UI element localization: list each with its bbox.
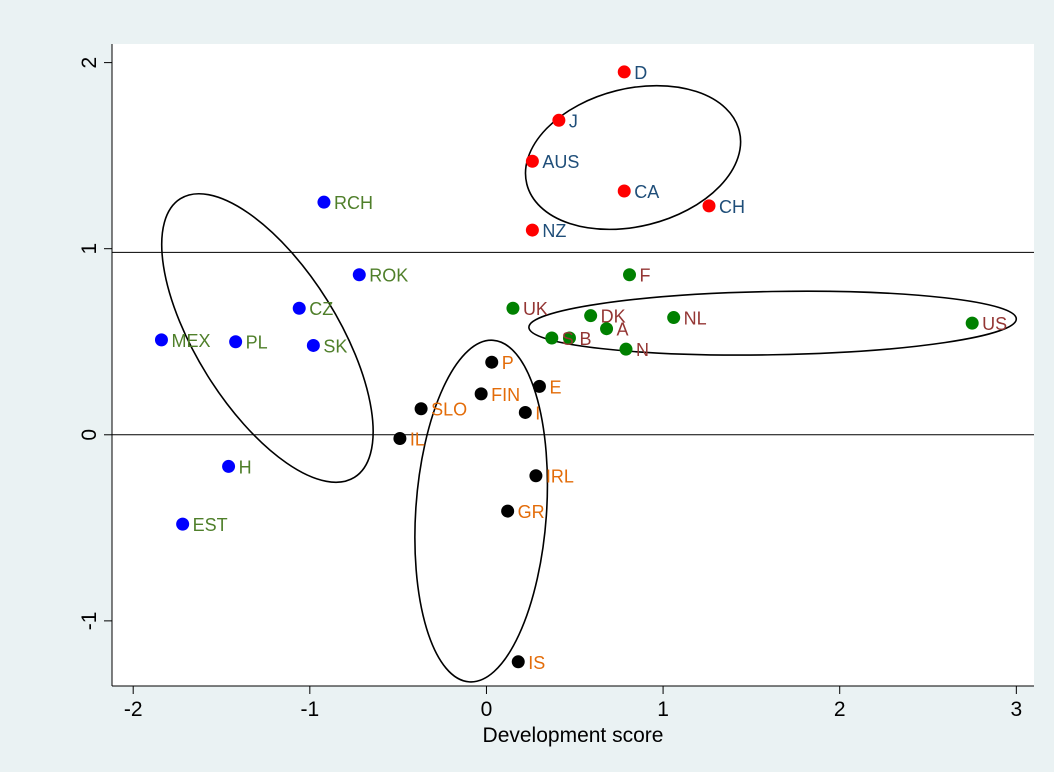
- point-marker-aus: [525, 154, 539, 168]
- x-axis-ticks: -2 -1 0 1 2 3: [124, 686, 1022, 721]
- point-marker-e: [532, 379, 546, 393]
- y-tick-label: 1: [78, 243, 101, 255]
- point-label-nl: NL: [684, 309, 707, 329]
- point-marker-il: [393, 432, 407, 446]
- y-axis-ticks: -1 0 1 2: [78, 57, 112, 630]
- point-label-fin: FIN: [491, 385, 520, 405]
- point-marker-f: [623, 268, 637, 282]
- point-label-cz: CZ: [309, 299, 333, 319]
- cluster-ellipse-2: [528, 290, 1018, 356]
- x-axis-title: Development score: [483, 724, 664, 747]
- cluster-ellipses: [160, 84, 1018, 683]
- point-label-n: N: [636, 340, 649, 360]
- point-label-irl: IRL: [546, 467, 574, 487]
- point-marker-us: [965, 316, 979, 330]
- point-label-rch: RCH: [334, 193, 373, 213]
- point-marker-s: [545, 331, 559, 345]
- point-label-sk: SK: [323, 336, 347, 356]
- point-label-f: F: [640, 266, 651, 286]
- point-label-aus: AUS: [542, 152, 579, 172]
- point-label-is: IS: [528, 653, 545, 673]
- point-label-ca: CA: [634, 182, 659, 202]
- cluster-ellipse-1: [160, 192, 374, 484]
- point-marker-mex: [154, 333, 168, 347]
- point-label-dk: DK: [601, 307, 626, 327]
- point-label-h: H: [239, 457, 252, 477]
- point-label-slo: SLO: [431, 400, 467, 420]
- point-marker-uk: [506, 301, 520, 315]
- point-label-pl: PL: [246, 333, 268, 353]
- plot-area-background: [112, 44, 1034, 686]
- x-tick-label: -2: [124, 698, 143, 721]
- point-marker-nz: [525, 223, 539, 237]
- point-label-nz: NZ: [542, 221, 566, 241]
- point-marker-nl: [667, 311, 681, 325]
- point-marker-dk: [584, 309, 598, 323]
- x-tick-label: 1: [657, 698, 669, 721]
- point-label-s: S: [562, 329, 574, 349]
- point-marker-est: [176, 517, 190, 531]
- point-label-a: A: [617, 320, 629, 340]
- point-marker-ca: [617, 184, 631, 198]
- point-marker-pl: [229, 335, 243, 349]
- point-marker-d: [617, 65, 631, 79]
- point-marker-j: [552, 113, 566, 127]
- point-label-e: E: [549, 377, 561, 397]
- data-points: D J AUS CA CH NZ RCH ROK CZ MEX PL SK H EST F UK DK NL US A…: [154, 63, 1007, 673]
- point-label-b: B: [579, 329, 591, 349]
- cluster-ellipse-3: [414, 339, 549, 683]
- point-marker-n: [619, 342, 633, 356]
- point-label-gr: GR: [518, 502, 545, 522]
- point-label-p: P: [502, 353, 514, 373]
- point-marker-b: [562, 331, 576, 345]
- point-label-uk: UK: [523, 299, 548, 319]
- point-marker-i: [518, 405, 532, 419]
- x-tick-label: 3: [1010, 698, 1022, 721]
- point-marker-fin: [474, 387, 488, 401]
- x-tick-label: -1: [300, 698, 319, 721]
- cluster-ellipse-0: [524, 84, 742, 231]
- y-tick-label: -1: [78, 612, 101, 631]
- point-label-us: US: [982, 314, 1007, 334]
- x-tick-label: 2: [834, 698, 846, 721]
- point-marker-rch: [317, 195, 331, 209]
- point-label-mex: MEX: [171, 331, 210, 351]
- point-label-j: J: [569, 111, 578, 131]
- point-label-ch: CH: [719, 197, 745, 217]
- x-tick-label: 0: [481, 698, 493, 721]
- point-marker-sk: [306, 338, 320, 352]
- point-label-d: D: [634, 63, 647, 83]
- point-marker-ch: [702, 199, 716, 213]
- reference-lines: [112, 251, 1034, 436]
- y-tick-label: 0: [78, 429, 101, 441]
- point-marker-rok: [352, 268, 366, 282]
- point-marker-irl: [529, 469, 543, 483]
- point-label-rok: ROK: [369, 266, 408, 286]
- point-marker-h: [222, 459, 236, 473]
- point-label-i: I: [535, 403, 540, 423]
- point-label-est: EST: [193, 515, 228, 535]
- point-marker-p: [485, 355, 499, 369]
- point-label-il: IL: [410, 430, 425, 450]
- point-marker-a: [600, 322, 614, 336]
- point-marker-slo: [414, 402, 428, 416]
- y-tick-label: 2: [78, 57, 101, 69]
- point-marker-gr: [501, 504, 515, 518]
- point-marker-cz: [292, 301, 306, 315]
- point-marker-is: [511, 655, 525, 669]
